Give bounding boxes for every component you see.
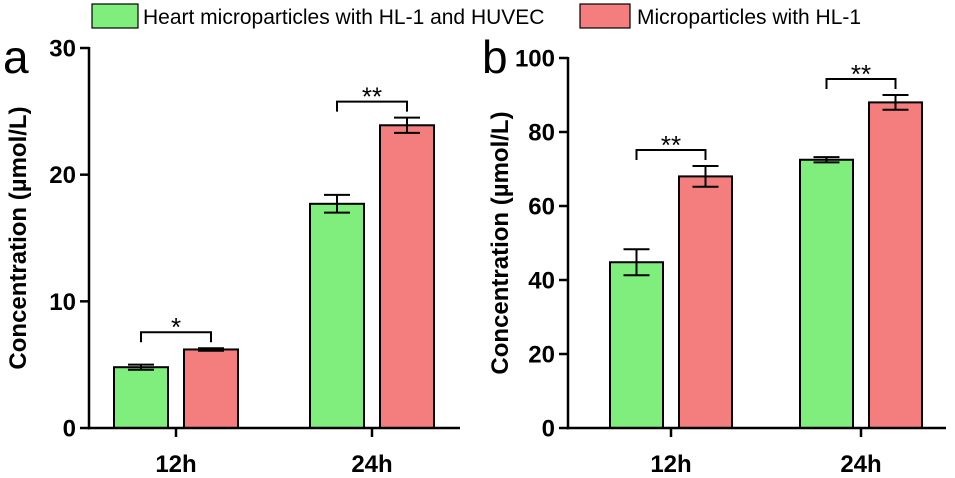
legend: Heart microparticles with HL-1 and HUVEC… [91, 3, 861, 29]
bar-24h-microparticles-with-hl-1 [868, 101, 923, 430]
legend-swatch-green [91, 3, 139, 29]
y-tick-label: 30 [49, 36, 76, 63]
significance-mark: * [171, 312, 181, 342]
error-bar-12h-microparticles-with-hl-1 [692, 165, 719, 188]
y-tick-label: 10 [49, 289, 76, 316]
y-tick-label: 40 [528, 268, 555, 295]
bar-24h-heart-microparticles-with-hl-1-and-huvec [799, 158, 854, 429]
axes [559, 56, 946, 437]
y-tick-label: 0 [542, 416, 555, 443]
panel-b: b Concentration (µmol/L) 0 20 40 60 80 100 12h 24… [482, 31, 946, 478]
axes [80, 46, 460, 437]
bars [609, 101, 923, 430]
y-tick-label: 0 [63, 416, 76, 443]
y-axis-label: Concentration (µmol/L) [487, 111, 514, 374]
y-tick-label: 60 [528, 194, 555, 221]
bar-24h-heart-microparticles-with-hl-1-and-huvec [309, 202, 365, 429]
bar-12h-microparticles-with-hl-1 [678, 175, 733, 429]
y-tick-label: 20 [49, 162, 76, 189]
bars [113, 124, 435, 430]
significance-bracket [825, 78, 897, 89]
legend-label: Microparticles with HL-1 [637, 6, 861, 29]
error-bars [623, 94, 909, 277]
x-tick-label: 12h [650, 451, 691, 478]
panel-label: b [482, 31, 508, 83]
error-bar-24h-microparticles-with-hl-1 [394, 116, 420, 134]
significance-bracket [635, 149, 707, 161]
legend-item-microparticles: Microparticles with HL-1 [579, 3, 861, 29]
error-bar-12h-heart-microparticles-with-hl-1-and-huvec [623, 248, 650, 277]
significance-annotations: ** ** [635, 59, 897, 161]
y-tick-label: 80 [528, 120, 555, 147]
significance-annotations: *** [140, 82, 408, 343]
y-axis-label: Concentration (µmol/L) [5, 106, 32, 369]
significance-mark: ** [661, 130, 681, 160]
bar-24h-microparticles-with-hl-1 [379, 124, 435, 430]
bar-12h-microparticles-with-hl-1 [183, 348, 239, 430]
significance-mark: ** [362, 82, 382, 112]
bar-12h-heart-microparticles-with-hl-1-and-huvec [113, 366, 169, 430]
legend-item-heart-microparticles: Heart microparticles with HL-1 and HUVEC [91, 3, 544, 29]
error-bar-24h-microparticles-with-hl-1 [882, 94, 909, 111]
panel-label: a [3, 31, 29, 83]
legend-label: Heart microparticles with HL-1 and HUVEC [143, 6, 544, 29]
legend-swatch-red [579, 3, 631, 29]
significance-mark: ** [851, 59, 871, 89]
error-bar-12h-microparticles-with-hl-1 [198, 347, 224, 352]
significance-bracket [140, 331, 212, 343]
x-tick-label: 24h [840, 451, 881, 478]
error-bars [128, 116, 420, 371]
x-tick-label: 12h [155, 451, 196, 478]
y-tick-label: 100 [515, 46, 555, 73]
y-tick-label: 20 [528, 342, 555, 369]
error-bar-24h-heart-microparticles-with-hl-1-and-huvec [813, 156, 840, 164]
error-bar-12h-heart-microparticles-with-hl-1-and-huvec [128, 363, 154, 371]
x-tick-label: 24h [351, 451, 392, 478]
bar-12h-heart-microparticles-with-hl-1-and-huvec [609, 261, 664, 429]
error-bar-24h-heart-microparticles-with-hl-1-and-huvec [324, 193, 350, 214]
significance-bracket [336, 100, 408, 112]
